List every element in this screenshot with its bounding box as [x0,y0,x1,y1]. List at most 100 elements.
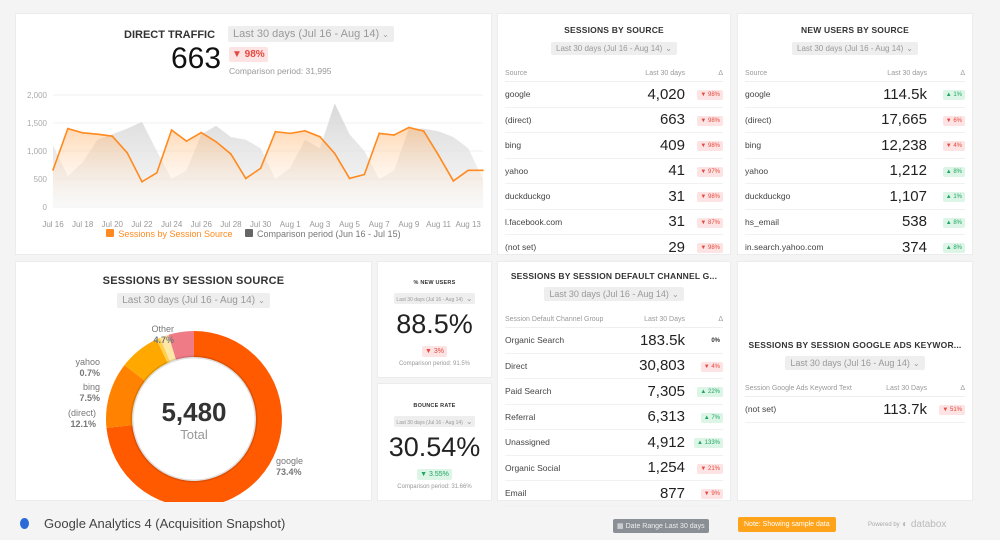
change-badge: ▼ 51% [939,405,965,416]
table-row[interactable]: google 114.5k ▲ 1% [745,81,965,108]
change-badge: ▼ 98% [229,47,268,62]
date-range-dropdown[interactable]: Last 30 days (Jul 16 - Aug 14) ⌄ [551,42,677,55]
change-badge: ▲ 1% [942,192,965,203]
data-point [126,151,128,154]
row-label: google [745,81,860,108]
table-row[interactable]: duckduckgo 1,107 ▲ 1% [745,183,965,210]
slice-label: Other [151,324,174,334]
chart-legend: Sessions by Session Source Comparison pe… [16,229,491,239]
date-range-button[interactable]: ▦ Date Range Last 30 days [613,519,709,533]
date-range-dropdown[interactable]: Last 30 days (Jul 16 - Aug 14) ⌄ [394,416,475,427]
card-title: % NEW USERS [413,280,456,286]
row-label: (not set) [745,396,874,423]
google-analytics-icon [20,518,29,529]
card-title: SESSIONS BY SESSION DEFAULT CHANNEL G... [510,271,718,281]
row-value: 663 [611,107,685,133]
table-row[interactable]: (not set) 29 ▼ 98% [505,234,723,261]
donut-slice[interactable] [106,331,282,502]
table-row[interactable]: yahoo 1,212 ▲ 8% [745,158,965,184]
x-tick-label: Aug 9 [398,220,419,229]
table-row[interactable]: l.facebook.com 31 ▼ 87% [505,209,723,235]
x-tick-label: Jul 28 [220,220,242,229]
data-point [155,172,158,174]
column-header[interactable]: Last 30 Days [873,381,927,397]
donut-slice[interactable] [156,337,171,363]
column-header[interactable]: Session Default Channel Group [505,312,628,328]
change-badge: ▼ 9% [700,489,723,500]
table-row[interactable]: Unassigned 4,912 ▲ 133% [505,429,723,456]
table-row[interactable]: Paid Search 7,305 ▲ 22% [505,378,723,405]
table-row[interactable]: Referral 6,313 ▲ 7% [505,404,723,430]
row-label: duckduckgo [505,183,612,210]
column-header[interactable]: Δ [927,381,965,397]
change-badge: ▼ 98% [697,192,723,203]
table-row[interactable]: hs_email 538 ▲ 8% [745,209,965,235]
donut-slice[interactable] [106,365,146,428]
column-header[interactable]: Last 30 Days [627,312,685,328]
column-header[interactable]: Last 30 days [859,66,927,82]
table-row[interactable]: bing 12,238 ▼ 4% [745,132,965,159]
table-row[interactable]: (direct) 663 ▼ 98% [505,107,723,133]
legend-series[interactable]: Sessions by Session Source [106,229,232,239]
change-badge: ▼ 98% [697,115,723,126]
row-label: (direct) [505,107,612,133]
donut-slice[interactable] [160,334,176,362]
table-row[interactable]: Organic Search 183.5k 0% [505,327,723,354]
x-tick-label: Jul 18 [72,220,94,229]
table-row[interactable]: (not set) 113.7k ▼ 51% [745,396,965,423]
row-label: Organic Search [505,327,628,354]
chevron-down-icon: ⌄ [906,44,913,53]
table-row[interactable]: bing 409 ▼ 98% [505,132,723,159]
date-range-dropdown[interactable]: Last 30 days (Jul 16 - Aug 14) ⌄ [228,26,394,42]
channel-group-card: SESSIONS BY SESSION DEFAULT CHANNEL G...… [497,261,731,507]
table-row[interactable]: (direct) 17,665 ▼ 6% [745,107,965,133]
column-header[interactable]: Source [745,66,860,82]
table-row[interactable]: duckduckgo 31 ▼ 98% [505,183,723,210]
date-range-dropdown[interactable]: Last 30 days (Jul 16 - Aug 14) ⌄ [792,42,918,55]
data-point [319,135,321,138]
x-tick-label: Aug 11 [426,220,451,229]
row-value: 4,912 [627,429,685,456]
row-label: Paid Search [505,378,628,405]
date-range-dropdown[interactable]: Last 30 days (Jul 16 - Aug 14) ⌄ [785,356,925,370]
data-point [304,130,306,132]
data-point [141,181,143,183]
row-label: yahoo [505,158,612,184]
footer: Google Analytics 4 (Acquisition Snapshot… [0,510,1000,540]
data-point [200,131,203,134]
date-range-dropdown[interactable]: Last 30 days (Jul 16 - Aug 14) ⌄ [117,293,270,308]
data-point [274,130,277,133]
comparison-text: Comparison period: 91.5% [398,361,471,367]
legend-comparison[interactable]: Comparison period (Jun 16 - Jul 15) [245,229,401,239]
data-point [81,132,84,134]
table-row[interactable]: in.search.yahoo.com 374 ▲ 8% [745,234,965,261]
column-header[interactable]: Δ [685,66,723,82]
table-row[interactable]: google 4,020 ▼ 98% [505,81,723,108]
data-point [422,130,425,132]
table-row[interactable]: Email 877 ▼ 9% [505,480,723,507]
table-row[interactable]: yahoo 41 ▼ 97% [505,158,723,184]
column-header[interactable]: Δ [685,312,723,328]
data-point [482,169,484,172]
column-header[interactable]: Δ [927,66,965,82]
table-row[interactable]: Organic Social 1,254 ▼ 21% [505,455,723,481]
card-title: BOUNCE RATE [413,403,456,409]
row-value: 31 [611,209,685,235]
date-range-dropdown[interactable]: Last 30 days (Jul 16 - Aug 14) ⌄ [544,287,684,301]
donut-slice[interactable] [124,339,168,381]
data-point [215,140,217,143]
column-header[interactable]: Source [505,66,612,82]
donut-slice[interactable] [168,331,194,360]
slice-percent: 4.7% [153,335,174,345]
column-header[interactable]: Session Google Ads Keyword Text [745,381,874,397]
column-header[interactable]: Last 30 days [611,66,685,82]
table-row[interactable]: Direct 30,803 ▼ 4% [505,353,723,379]
row-label: Referral [505,404,628,430]
data-point [467,169,469,172]
direct-traffic-chart: 0 500 1,000 1,500 2,000 Jul 16 Jul 18 Jul 20 Jul… [27,91,484,229]
data-point [452,180,455,182]
data-point [289,132,292,135]
date-range-dropdown[interactable]: Last 30 days (Jul 16 - Aug 14) ⌄ [394,293,475,304]
slice-percent: 0.7% [79,368,100,378]
databox-logo[interactable]: ◐ databox [902,519,947,530]
